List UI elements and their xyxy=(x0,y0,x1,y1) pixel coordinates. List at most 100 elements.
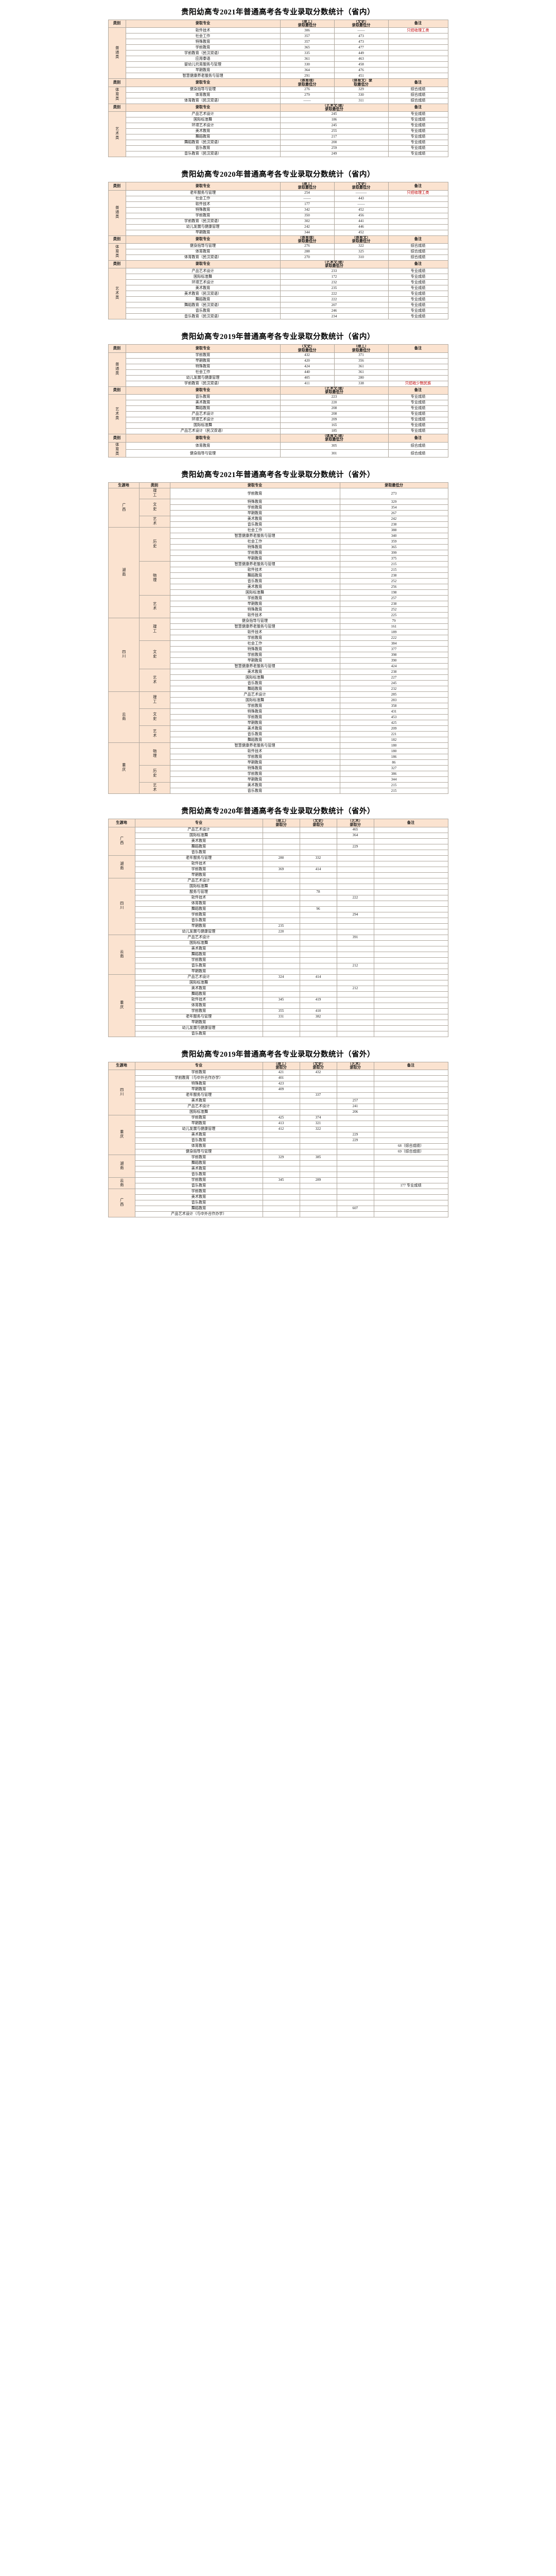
cell-major: 软件技术 xyxy=(134,996,263,1003)
col-header-score-1: （文史） 录取最低分 xyxy=(280,344,335,353)
cell-liberal-score xyxy=(299,1149,337,1156)
cell-major: 体育教育 xyxy=(134,1143,263,1150)
cell-score: 252 xyxy=(339,578,448,585)
cell-major: 国际标准舞 xyxy=(125,422,281,429)
col-header-remark: 备注 xyxy=(388,78,448,87)
cell-major: 早期教育 xyxy=(134,872,263,878)
cell-score: 215 xyxy=(339,561,448,568)
cell-liberal-score xyxy=(299,1098,337,1105)
table-2021-in-province: 类别 录取专业 （理工） 录取最低分 （文史） 录取最低分 备注 普通类 软件技术 306 —— 只招… xyxy=(108,19,448,158)
table-row: 学前教育（民汉双语） 411 338 只招收少数民族 xyxy=(108,380,448,387)
cell-art-score xyxy=(336,1115,374,1122)
cell-major: 体育教育（民汉双语） xyxy=(125,255,281,261)
cell-major: 音乐教育 xyxy=(134,1183,263,1190)
cell-remark xyxy=(373,838,448,844)
cell-major: 舞蹈教育 xyxy=(169,737,340,743)
cell-liberal-score xyxy=(299,894,337,901)
cell-liberal-score: 321 xyxy=(299,1121,337,1127)
cell-remark xyxy=(373,826,448,833)
cell-major: 早期教育 xyxy=(169,776,340,783)
cell-science-score xyxy=(262,1002,300,1009)
table-row: 早期教育 235 xyxy=(108,923,448,929)
cell-remark xyxy=(388,358,448,364)
table-row: 舞蹈教育 xyxy=(108,1160,448,1167)
table-row: 云南 理工 产品艺术设计 285 xyxy=(108,691,448,743)
cell-art-score xyxy=(336,1126,374,1133)
cell-major: 软件技术 xyxy=(125,27,281,34)
cell-major: 早期教育 xyxy=(134,1087,263,1093)
cell-remark: 专业成绩 xyxy=(388,400,448,406)
cell-remark xyxy=(373,1030,448,1037)
cell-science-score xyxy=(262,1160,300,1167)
cell-major: 学前教育 xyxy=(169,635,340,641)
cell-major: 体育教育 xyxy=(125,92,281,98)
cell-major: 体育教育（民汉双语） xyxy=(125,97,281,104)
cell-remark xyxy=(388,229,448,236)
table-row: 音乐教育 252 xyxy=(108,578,448,585)
cell-major: 早期教育 xyxy=(125,358,281,364)
cell-art-score: 206 xyxy=(336,1109,374,1116)
cell-science-score xyxy=(262,1200,300,1207)
cell-major: 早期教育 xyxy=(169,555,340,562)
cell-score: 245 xyxy=(339,680,448,687)
cell-remark: 专业成绩 xyxy=(388,308,448,314)
cell-liberal-score: 332 xyxy=(299,855,337,861)
cell-major: 音乐教育 xyxy=(125,145,281,152)
section-2020-in-province: 贵阳幼高专2020年普通高考各专业录取分数统计（省内） 类别 录取专业 （理工） 录取… xyxy=(0,162,556,320)
table-row: 幼儿发展与健康管理 220 xyxy=(108,928,448,935)
cell-score: 453 xyxy=(339,714,448,721)
cell-remark xyxy=(373,900,448,907)
cell-score-2: 329 xyxy=(334,86,389,93)
section-2020-out-province: 贵阳幼高专2020年普通高考各专业录取分数统计（省外） 生源地 专业 （理工） 录取分… xyxy=(0,799,556,1037)
category-cell: 历史 xyxy=(138,527,170,562)
table-row: 艺术类 产品艺术设计 233 专业成绩 xyxy=(108,268,448,320)
cell-major: 软件技术 xyxy=(169,748,340,755)
page-title-t6: 贵阳幼高专2019年普通高考各专业录取分数统计（省外） xyxy=(181,1050,375,1059)
cell-remark: 只招收理工类 xyxy=(388,27,448,34)
cell-score-1: 276 xyxy=(280,86,335,93)
cell-science-score xyxy=(262,1143,300,1150)
cell-remark xyxy=(373,962,448,969)
col-header-category: 类别 xyxy=(108,182,126,191)
cell-score-2: —— xyxy=(334,201,389,208)
cell-major: 产品艺术设计 xyxy=(134,877,263,884)
cell-major: 社会工作 xyxy=(169,640,340,647)
cell-remark: 专业成绩 xyxy=(388,274,448,280)
cell-art-score xyxy=(336,872,374,878)
category-cell: 湖南 xyxy=(108,1155,135,1178)
cell-major: 早期教育 xyxy=(125,67,281,74)
cell-major: 国际标准舞 xyxy=(134,940,263,946)
cell-major: 早期教育 xyxy=(169,720,340,726)
cell-major: 学前教育 xyxy=(169,652,340,658)
cell-remark xyxy=(373,1211,448,1218)
col-header-major: 录取专业 xyxy=(125,78,281,87)
cell-major: 国际标准舞 xyxy=(134,883,263,890)
cell-major: 产品艺术设计 xyxy=(125,268,281,275)
cell-major: 国际标准舞 xyxy=(125,274,281,280)
cell-remark: 专业成绩 xyxy=(388,411,448,418)
table-row: 艺术 美术教育 215 xyxy=(108,782,448,794)
table-row: 舞蹈教育 xyxy=(108,991,448,997)
table-header-row: 生源地 专业 （理工） 录取分 （文史） 录取分 （艺术） 录取分 备注 xyxy=(108,1061,448,1071)
cell-score-1: 209 xyxy=(280,417,389,423)
table-row: 美术教育（民汉双语） 222 专业成绩 xyxy=(108,291,448,297)
cell-remark xyxy=(388,73,448,79)
cell-major: 健身指导与管理 xyxy=(134,1149,263,1156)
table-row: 普通类 学前教育 432 371 xyxy=(108,352,448,387)
table-row: 软件技术 177 —— xyxy=(108,201,448,208)
table-row: 舞蹈教育 96 xyxy=(108,906,448,912)
cell-liberal-score xyxy=(299,860,337,867)
table-header-row: 生源地 类别 录取专业 录取最低分 xyxy=(108,482,448,489)
cell-score: 256 xyxy=(339,584,448,590)
cell-remark: 专业成绩 xyxy=(388,313,448,320)
cell-score: 252 xyxy=(339,606,448,613)
category-cell: 理工 xyxy=(138,691,170,709)
cell-score-1: 208 xyxy=(280,405,389,412)
cell-liberal-score: 414 xyxy=(299,866,337,873)
table-row: 音乐教育 212 xyxy=(108,962,448,969)
cell-remark xyxy=(373,855,448,861)
cell-score-2: 330 xyxy=(334,92,389,98)
cell-liberal-score xyxy=(299,911,337,918)
cell-science-score xyxy=(262,883,300,890)
col-header-art-score: （艺术） 录取分 xyxy=(336,819,374,827)
